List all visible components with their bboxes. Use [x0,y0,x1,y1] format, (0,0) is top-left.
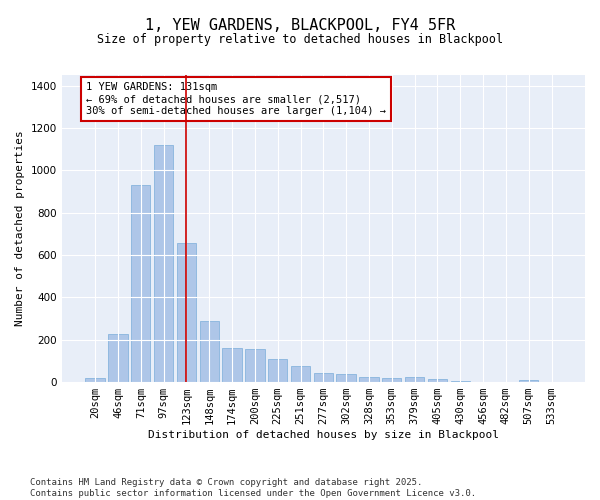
Bar [337,374,356,382]
Bar [314,373,333,382]
Bar [451,381,470,382]
Bar [519,380,538,382]
Bar [359,377,379,382]
Bar [291,366,310,382]
Bar [177,244,196,382]
Bar [85,378,105,382]
Text: Contains HM Land Registry data © Crown copyright and database right 2025.
Contai: Contains HM Land Registry data © Crown c… [30,478,476,498]
X-axis label: Distribution of detached houses by size in Blackpool: Distribution of detached houses by size … [148,430,499,440]
Text: 1 YEW GARDENS: 131sqm
← 69% of detached houses are smaller (2,517)
30% of semi-d: 1 YEW GARDENS: 131sqm ← 69% of detached … [86,82,386,116]
Bar [223,348,242,382]
Y-axis label: Number of detached properties: Number of detached properties [15,130,25,326]
Bar [428,379,447,382]
Text: Size of property relative to detached houses in Blackpool: Size of property relative to detached ho… [97,32,503,46]
Bar [382,378,401,382]
Bar [245,348,265,382]
Bar [405,378,424,382]
Bar [200,320,219,382]
Bar [268,359,287,382]
Bar [131,185,151,382]
Text: 1, YEW GARDENS, BLACKPOOL, FY4 5FR: 1, YEW GARDENS, BLACKPOOL, FY4 5FR [145,18,455,32]
Bar [154,145,173,382]
Bar [108,334,128,382]
